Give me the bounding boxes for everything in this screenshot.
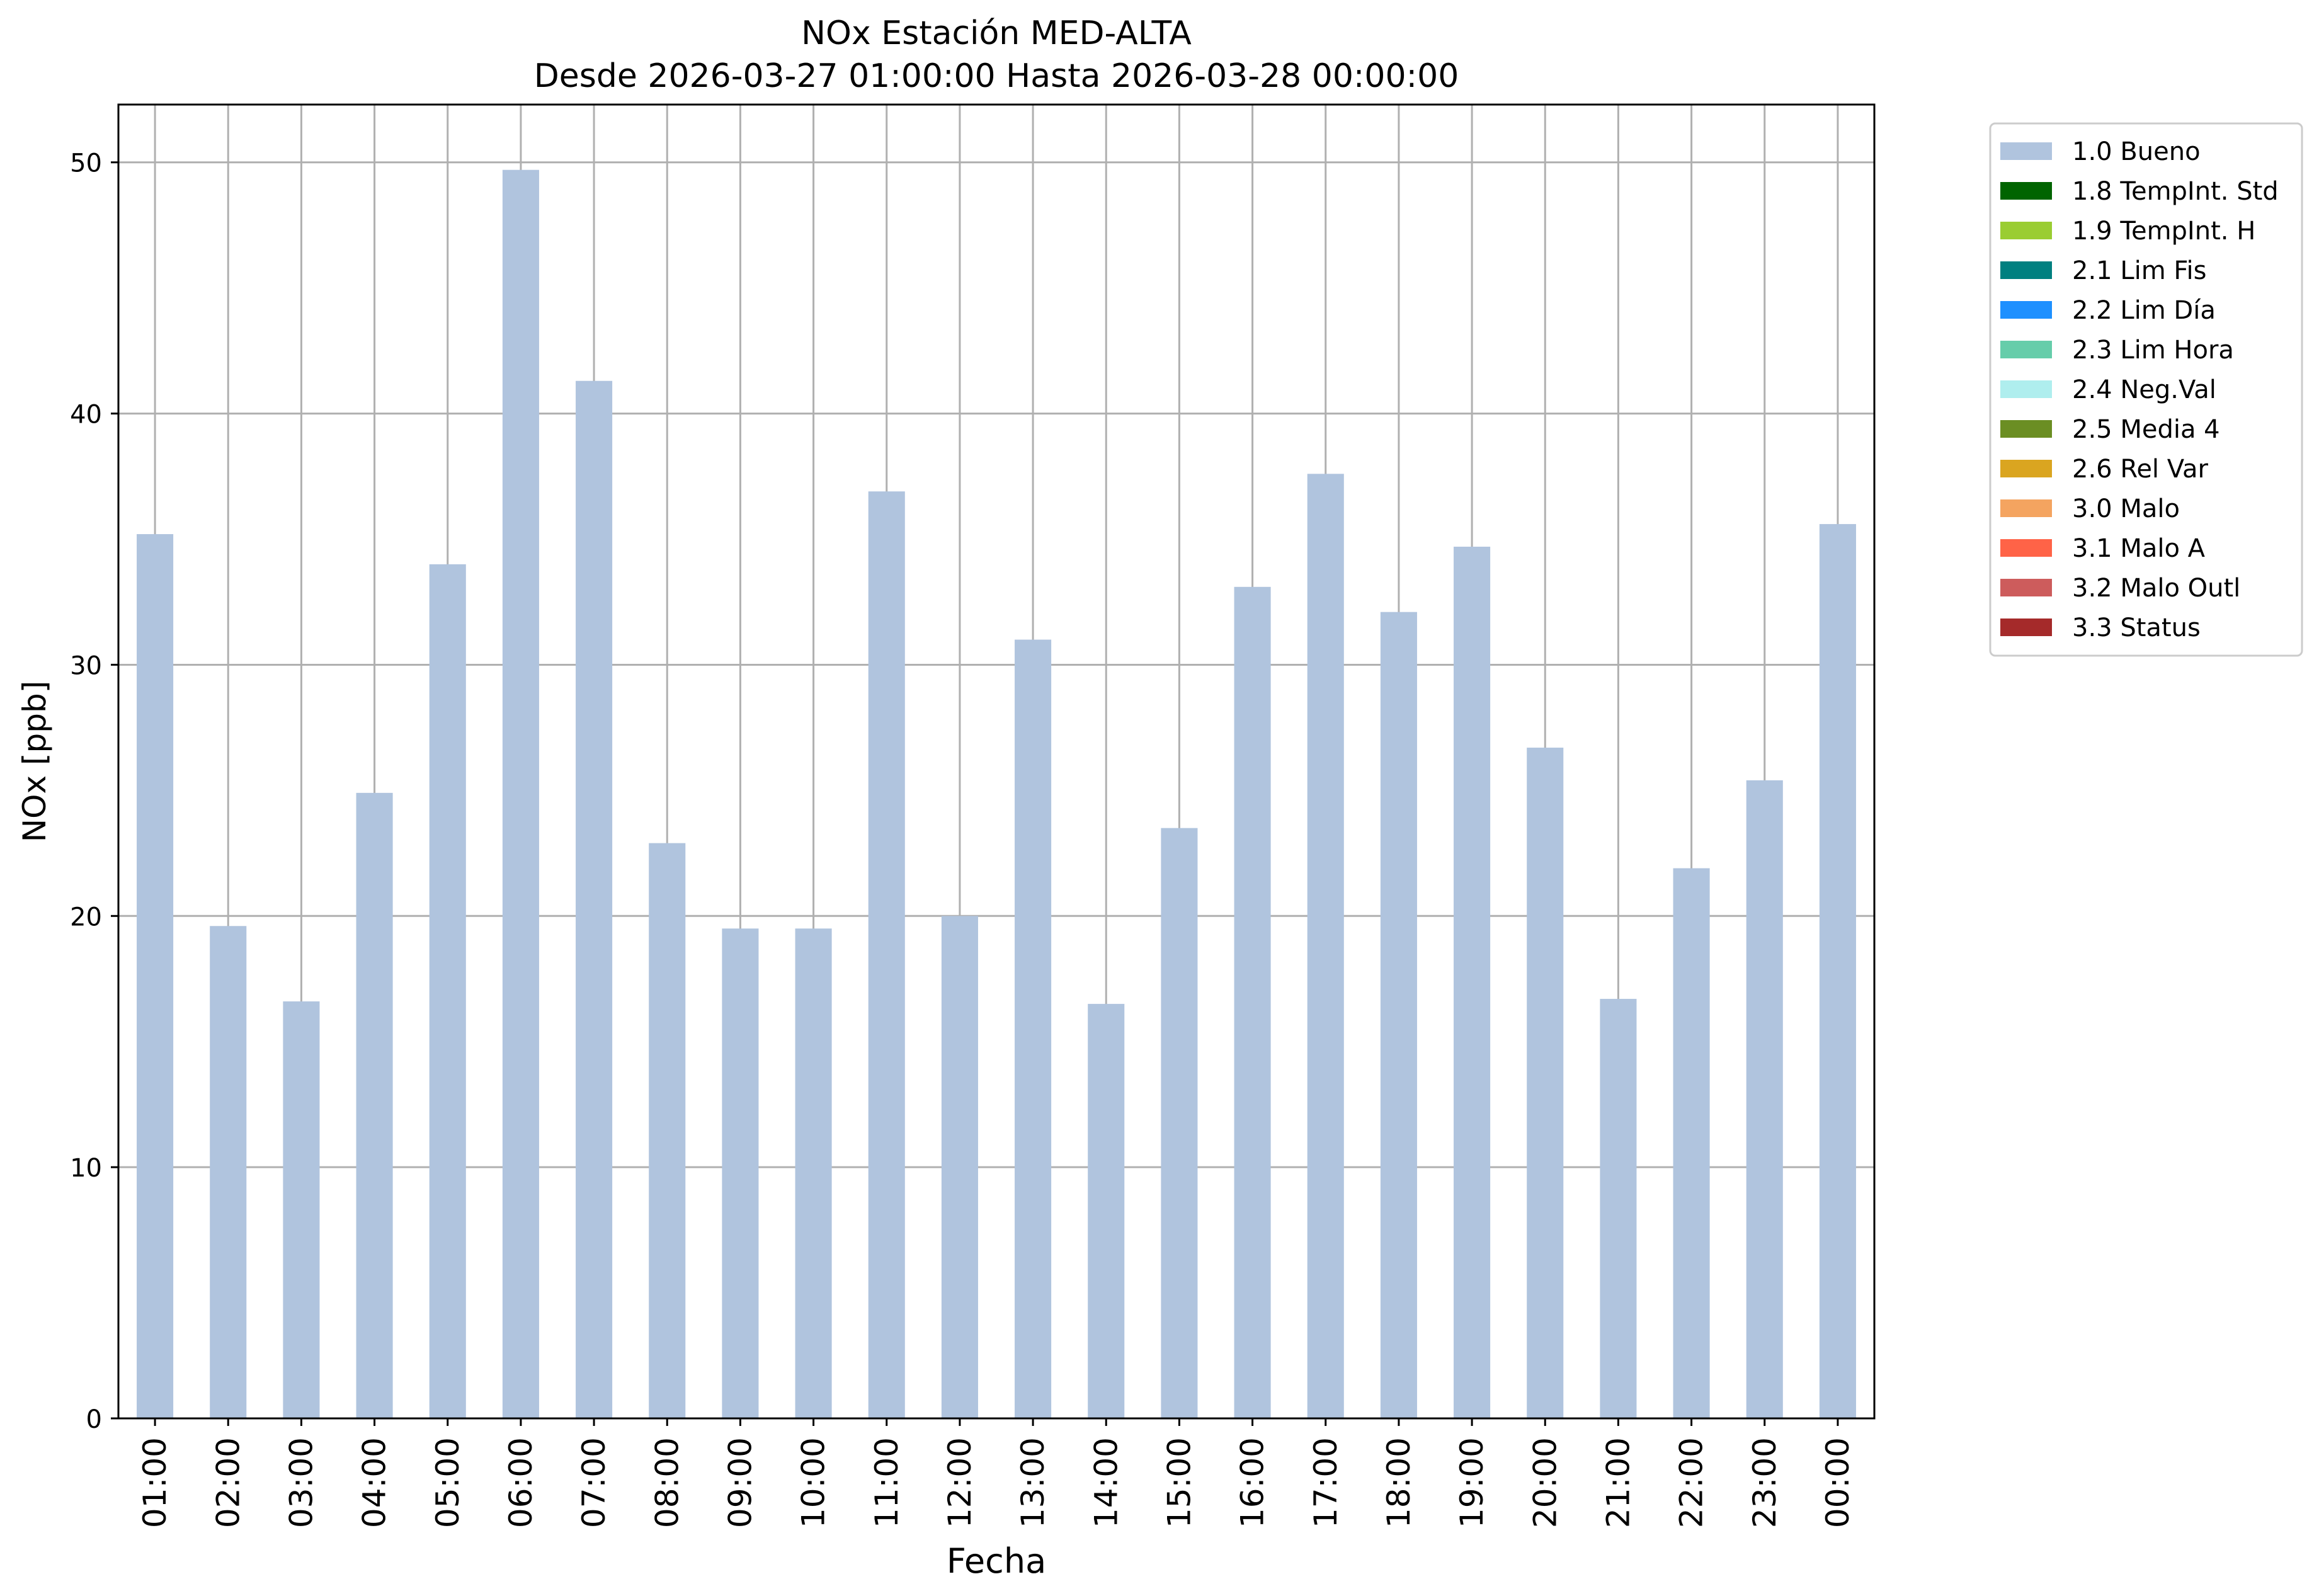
legend-label: 2.4 Neg.Val [2072, 375, 2216, 404]
legend-label: 3.2 Malo Outl [2072, 574, 2240, 603]
legend-swatch [2000, 380, 2052, 398]
legend-swatch [2000, 618, 2052, 636]
x-tick-label: 11:00 [869, 1437, 905, 1528]
legend-swatch [2000, 499, 2052, 517]
bar [1307, 474, 1344, 1418]
legend-label: 3.1 Malo A [2072, 534, 2206, 563]
bar [1746, 780, 1783, 1418]
legend-label: 2.3 Lim Hora [2072, 336, 2234, 365]
x-axis: 01:00 02:00 03:00 04:00 05:00 06:00 07:00 08:00… [137, 1418, 1856, 1528]
bar [1600, 998, 1637, 1418]
legend-swatch [2000, 539, 2052, 557]
legend-swatch [2000, 142, 2052, 160]
y-tick-label: 20 [70, 903, 102, 932]
bar [1527, 748, 1564, 1418]
legend-swatch [2000, 222, 2052, 239]
x-axis-label: Fecha [947, 1541, 1046, 1581]
x-tick-label: 20:00 [1527, 1437, 1563, 1528]
legend-swatch [2000, 579, 2052, 596]
bars [137, 169, 1856, 1419]
x-tick-label: 08:00 [649, 1437, 685, 1528]
chart-title: NOx Estación MED-ALTA [801, 14, 1192, 52]
legend-swatch [2000, 301, 2052, 319]
bar [1234, 586, 1271, 1418]
x-tick-label: 23:00 [1746, 1437, 1783, 1528]
x-tick-label: 00:00 [1820, 1437, 1856, 1528]
x-tick-label: 21:00 [1600, 1437, 1636, 1528]
bar [722, 928, 759, 1418]
legend-swatch [2000, 460, 2052, 477]
legend-swatch [2000, 420, 2052, 438]
plot-frame [117, 103, 1876, 1420]
bar [1454, 546, 1491, 1418]
bar [795, 928, 832, 1418]
legend-label: 2.5 Media 4 [2072, 415, 2220, 444]
bar [210, 926, 247, 1418]
bar [429, 564, 466, 1418]
x-tick-label: 12:00 [942, 1437, 978, 1528]
bar [356, 792, 393, 1418]
bar [649, 843, 686, 1418]
x-tick-label: 09:00 [722, 1437, 758, 1528]
legend-swatch [2000, 341, 2052, 358]
legend-label: 1.8 TempInt. Std [2072, 177, 2279, 206]
bar [1819, 524, 1856, 1418]
x-tick-label: 01:00 [137, 1437, 173, 1528]
bar [576, 380, 613, 1418]
bar [502, 169, 539, 1419]
y-tick-label: 40 [70, 401, 102, 430]
bar [137, 534, 174, 1418]
y-tick-label: 0 [86, 1405, 102, 1434]
legend-label: 1.0 Bueno [2072, 137, 2201, 166]
bar [1380, 612, 1417, 1418]
x-tick-label: 19:00 [1454, 1437, 1490, 1528]
y-axis: 0 10 20 30 40 50 [70, 149, 118, 1434]
x-tick-label: 16:00 [1234, 1437, 1271, 1528]
y-tick-label: 10 [70, 1154, 102, 1183]
bar [868, 491, 905, 1418]
x-tick-label: 14:00 [1088, 1437, 1124, 1528]
legend: 1.0 Bueno 1.8 TempInt. Std 1.9 TempInt. H 2… [1989, 122, 2303, 657]
x-tick-label: 17:00 [1308, 1437, 1344, 1528]
bar [283, 1001, 320, 1418]
bar [1088, 1003, 1125, 1418]
bar [1161, 828, 1198, 1418]
legend-swatch [2000, 182, 2052, 200]
y-axis-label: NOx [ppb] [16, 681, 53, 842]
bar [1015, 639, 1052, 1418]
legend-label: 2.6 Rel Var [2072, 455, 2209, 484]
x-tick-label: 07:00 [576, 1437, 612, 1528]
legend-label: 2.1 Lim Fis [2072, 256, 2206, 285]
legend-label: 3.0 Malo [2072, 494, 2180, 523]
x-tick-label: 06:00 [503, 1437, 539, 1528]
legend-label: 3.3 Status [2072, 613, 2201, 642]
legend-swatch [2000, 261, 2052, 279]
legend-label: 2.2 Lim Día [2072, 296, 2216, 325]
x-tick-label: 03:00 [283, 1437, 319, 1528]
bar [1673, 868, 1710, 1418]
legend-box [1989, 122, 2303, 657]
x-tick-label: 18:00 [1381, 1437, 1417, 1528]
y-tick-label: 50 [70, 149, 102, 178]
x-tick-label: 10:00 [795, 1437, 832, 1528]
legend-label: 1.9 TempInt. H [2072, 217, 2255, 246]
x-tick-label: 15:00 [1161, 1437, 1197, 1528]
y-tick-label: 30 [70, 651, 102, 680]
bar [941, 916, 978, 1418]
x-tick-label: 22:00 [1673, 1437, 1710, 1528]
x-tick-label: 05:00 [430, 1437, 466, 1528]
x-tick-label: 02:00 [210, 1437, 246, 1528]
chart-subtitle: Desde 2026-03-27 01:00:00 Hasta 2026-03-… [534, 57, 1459, 95]
x-tick-label: 13:00 [1015, 1437, 1051, 1528]
x-tick-label: 04:00 [356, 1437, 393, 1528]
